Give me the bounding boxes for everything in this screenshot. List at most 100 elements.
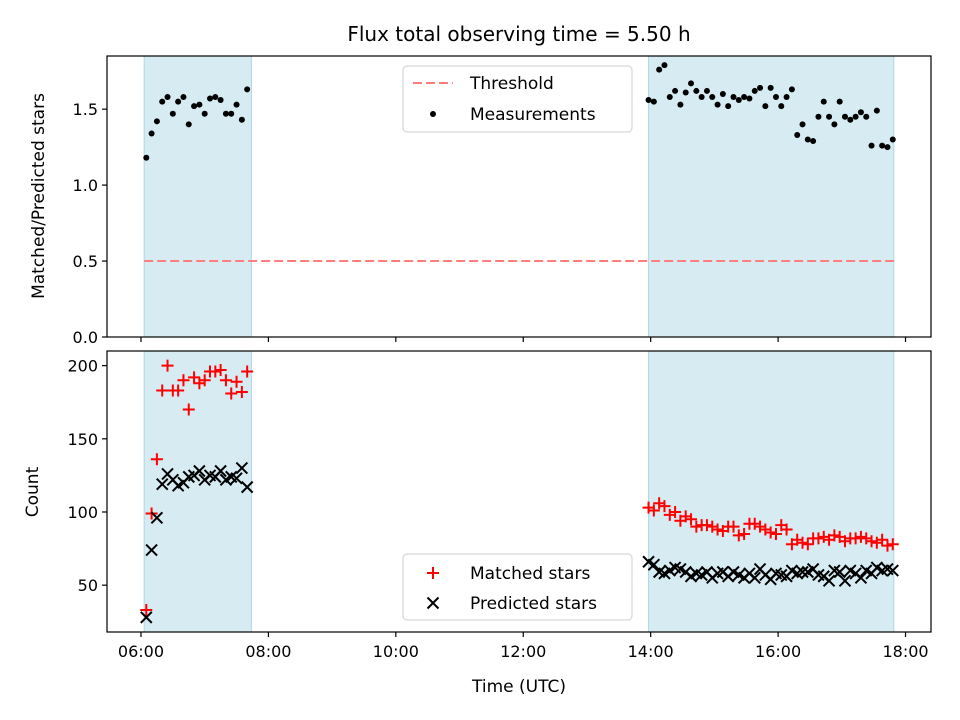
predicted-star-point bbox=[748, 571, 761, 585]
y-tick-label: 1.0 bbox=[73, 176, 98, 195]
measurement-point bbox=[645, 97, 652, 104]
predicted-star-point bbox=[156, 477, 169, 491]
matched-star-point bbox=[230, 375, 243, 388]
measurement-point bbox=[873, 107, 880, 114]
matched-star-point bbox=[685, 513, 698, 526]
measurement-point bbox=[207, 95, 213, 102]
predicted-star-point bbox=[886, 564, 899, 577]
matched-star-point bbox=[732, 529, 745, 542]
predicted-star-point bbox=[796, 565, 809, 579]
measurement-point bbox=[746, 95, 753, 102]
matched-star-point bbox=[764, 526, 777, 539]
measurement-point bbox=[889, 136, 896, 143]
matched-star-point bbox=[214, 364, 227, 377]
measurement-point bbox=[222, 110, 229, 117]
y-tick-label: 0.0 bbox=[73, 328, 98, 347]
legend-measurements-swatch bbox=[430, 111, 436, 117]
y-axis-label-top: Matched/Predicted stars bbox=[29, 93, 49, 299]
x-tick-label: 16:00 bbox=[755, 642, 801, 661]
matched-star-point bbox=[156, 384, 169, 397]
shaded-interval bbox=[143, 55, 252, 338]
measurement-point bbox=[788, 86, 795, 93]
measurement-point bbox=[841, 113, 848, 120]
measurement-point bbox=[863, 113, 870, 120]
predicted-star-point bbox=[145, 543, 158, 557]
predicted-star-point bbox=[833, 565, 846, 579]
matched-star-point bbox=[860, 532, 873, 545]
matched-star-point bbox=[642, 501, 655, 514]
predicted-star-point bbox=[230, 472, 243, 485]
measurement-point bbox=[666, 94, 673, 101]
measurement-point bbox=[884, 144, 891, 151]
y-axis-label-bottom: Count bbox=[23, 466, 43, 517]
measurement-point bbox=[693, 87, 700, 94]
predicted-star-point bbox=[150, 511, 164, 525]
legend-top: Threshold Measurements bbox=[402, 65, 633, 133]
measurement-point bbox=[757, 84, 764, 91]
matched-star-point bbox=[150, 453, 163, 466]
measurement-point bbox=[672, 87, 679, 94]
bottom-panel-counts: 50 100 150 200 06:00 08:00 10:00 12:00 14:00 16:0… bbox=[67, 350, 932, 661]
matched-star-point bbox=[854, 530, 867, 543]
chart-title: Flux total observing time = 5.50 h bbox=[347, 22, 690, 46]
matched-star-point bbox=[791, 533, 804, 546]
legend-bottom: Matched stars Predicted stars bbox=[402, 553, 633, 621]
measurement-point bbox=[143, 154, 150, 161]
measurement-point bbox=[847, 116, 854, 123]
measurement-point bbox=[180, 94, 187, 101]
predicted-star-point bbox=[140, 611, 153, 624]
axes-frame bbox=[106, 350, 932, 633]
measurement-point bbox=[244, 86, 251, 93]
matched-star-point bbox=[177, 374, 190, 387]
matched-star-point bbox=[886, 538, 899, 551]
measurement-point bbox=[169, 110, 176, 117]
matched-star-point bbox=[828, 529, 841, 542]
matched-star-point bbox=[817, 530, 830, 543]
top-panel-ratio: 0.0 0.5 1.0 1.5 Threshold Measurements bbox=[73, 55, 932, 347]
matched-star-point bbox=[193, 377, 206, 390]
matched-star-point bbox=[658, 500, 671, 513]
matched-star-point bbox=[161, 359, 174, 372]
y-tick-label: 1.5 bbox=[73, 100, 98, 119]
measurement-point bbox=[799, 121, 806, 128]
measurement-point bbox=[661, 62, 668, 69]
matched-star-point bbox=[679, 510, 692, 523]
matched-star-point bbox=[769, 527, 782, 540]
predicted-star-point bbox=[647, 558, 661, 571]
y-tick-label: 200 bbox=[67, 357, 98, 376]
x-tick-label: 10:00 bbox=[373, 642, 419, 661]
matched-star-point bbox=[780, 523, 793, 536]
y-tick-label: 100 bbox=[67, 503, 98, 522]
matched-star-point bbox=[738, 527, 751, 540]
axes-frame bbox=[106, 55, 932, 338]
matched-star-point bbox=[219, 374, 232, 387]
predicted-star-point bbox=[193, 464, 206, 478]
matched-star-point bbox=[690, 520, 703, 533]
measurement-point bbox=[688, 80, 695, 87]
measurement-point bbox=[703, 87, 710, 94]
matched-star-point bbox=[198, 374, 211, 387]
measurement-point bbox=[868, 142, 875, 149]
measurement-point bbox=[741, 94, 748, 101]
measurement-point bbox=[852, 113, 859, 120]
x-tick-label: 14:00 bbox=[628, 642, 674, 661]
x-tick-label: 08:00 bbox=[245, 642, 291, 661]
matched-star-point bbox=[759, 523, 772, 536]
matched-star-point bbox=[225, 387, 238, 400]
y-tick-label: 0.5 bbox=[73, 252, 98, 271]
measurement-point bbox=[719, 90, 726, 97]
measurement-point bbox=[238, 116, 245, 123]
measurement-point bbox=[191, 103, 198, 110]
measurement-point bbox=[677, 101, 684, 108]
matched-star-point bbox=[876, 533, 889, 546]
matched-star-point bbox=[812, 532, 825, 545]
measurement-point bbox=[815, 113, 822, 120]
matched-star-point bbox=[669, 505, 682, 518]
measurement-point bbox=[682, 89, 689, 96]
measurement-point bbox=[228, 110, 235, 117]
measurement-point bbox=[836, 98, 843, 105]
matched-star-point bbox=[653, 497, 666, 510]
legend-predicted-label: Predicted stars bbox=[470, 594, 597, 614]
measurement-point bbox=[857, 109, 864, 116]
